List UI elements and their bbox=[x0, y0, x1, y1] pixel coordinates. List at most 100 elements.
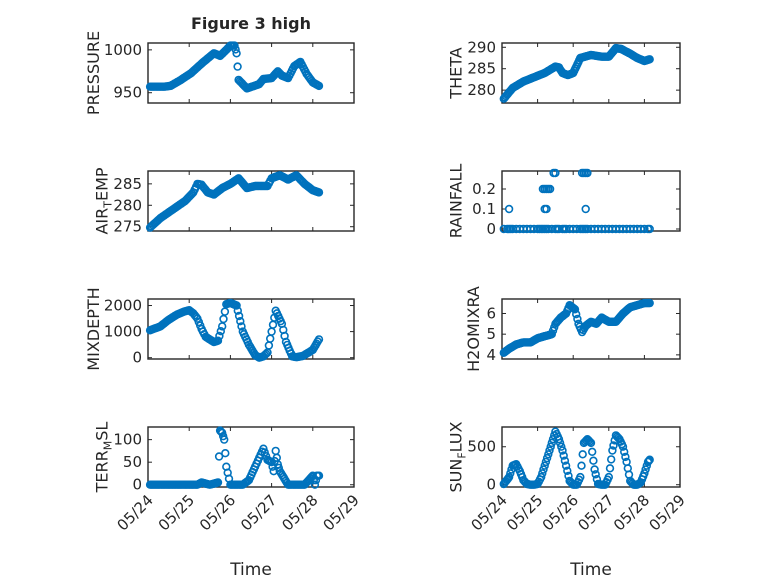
theta-ytick-label: 280 bbox=[467, 81, 496, 99]
sun-flux-data-point bbox=[641, 465, 650, 474]
mixdepth-data-point bbox=[218, 322, 227, 331]
sun-flux-xlabel: Time bbox=[569, 560, 612, 580]
rainfall-axes-frame bbox=[501, 170, 681, 232]
terr-msl-ylabel: TERRMSL bbox=[93, 422, 115, 494]
sun-flux-data-point bbox=[539, 465, 548, 474]
sun-flux-data-point bbox=[576, 472, 585, 482]
mixdepth-data-point bbox=[213, 336, 223, 345]
air-temp-ylabel-rest: EMP bbox=[93, 167, 112, 201]
sun-flux-data-point bbox=[577, 461, 586, 470]
terr-msl-ytick-label: 100 bbox=[113, 431, 142, 449]
mixdepth-data-point bbox=[215, 331, 224, 341]
terr-msl-ylabel-subscript: M bbox=[102, 441, 115, 451]
theta-ytick-label: 290 bbox=[467, 38, 496, 56]
h2omixra-data-point bbox=[571, 310, 581, 319]
sun-flux-data-point bbox=[640, 469, 649, 478]
sun-flux-ytick-label: 500 bbox=[467, 438, 496, 456]
sun-flux-data-point bbox=[587, 447, 597, 456]
sun-flux-data-point bbox=[605, 464, 615, 473]
air-temp-ytick-label: 280 bbox=[113, 196, 142, 214]
sun-flux-data-point bbox=[557, 442, 566, 451]
mixdepth-data-point bbox=[232, 301, 241, 310]
rainfall-ytick-label: 0.1 bbox=[472, 200, 496, 218]
h2omixra-axes-frame bbox=[501, 298, 681, 360]
sun-flux-data-point bbox=[542, 453, 552, 463]
mixdepth-ylabel: MIXDEPTH bbox=[84, 287, 103, 370]
rainfall-data-point bbox=[545, 184, 555, 194]
mixdepth-data-point bbox=[220, 307, 230, 316]
h2omixra-ytick-label: 5 bbox=[486, 325, 496, 343]
mixdepth-ytick-label: 0 bbox=[132, 349, 142, 367]
sun-flux-data-point bbox=[563, 466, 572, 475]
pressure-data-point bbox=[231, 45, 240, 54]
air-temp-data-point bbox=[314, 188, 324, 197]
subplot-rainfall: 0 0.1 0.2 RAINFALL bbox=[447, 164, 681, 238]
terr-msl-data-point bbox=[220, 435, 229, 444]
air-temp-ylabel: AIRTEMP bbox=[93, 167, 115, 234]
sun-flux-data-point bbox=[606, 455, 616, 464]
rainfall-data-point bbox=[640, 224, 649, 234]
rainfall-ytick-label: 0.2 bbox=[472, 180, 496, 198]
terr-msl-data-point bbox=[221, 449, 230, 458]
sun-flux-data-point bbox=[545, 446, 554, 455]
terr-msl-data-point bbox=[213, 478, 223, 487]
pressure-data-point bbox=[233, 62, 242, 71]
h2omixra-data-point bbox=[570, 305, 580, 314]
theta-data-point bbox=[645, 55, 654, 64]
pressure-data-point bbox=[230, 41, 239, 50]
sun-flux-data-point bbox=[619, 447, 629, 456]
pressure-data-point bbox=[314, 81, 324, 91]
figure-title: Figure 3 high bbox=[191, 14, 311, 33]
air-temp-ylabel-main: AIR bbox=[93, 208, 112, 235]
sun-flux-ylabel-rest: LUX bbox=[447, 421, 466, 452]
sun-flux-ylabel-subscript: F bbox=[456, 452, 469, 458]
sun-flux-ylabel: SUNFLUX bbox=[447, 421, 469, 492]
sun-flux-data-point bbox=[621, 452, 630, 462]
mixdepth-data-point bbox=[314, 335, 324, 344]
rainfall-data-point bbox=[504, 204, 514, 214]
sun-flux-data-point bbox=[538, 469, 547, 478]
sun-flux-data-point bbox=[536, 472, 546, 482]
sun-flux-data-point bbox=[555, 438, 565, 448]
sun-flux-data-point bbox=[504, 472, 514, 482]
sun-flux-data-point bbox=[560, 456, 570, 465]
h2omixra-ylabel: H2OMIXRA bbox=[464, 286, 483, 372]
sun-flux-data-point bbox=[590, 465, 599, 474]
air-temp-ytick-label: 275 bbox=[113, 218, 142, 236]
sun-flux-data-point bbox=[558, 446, 567, 455]
mixdepth-data-point bbox=[261, 349, 271, 358]
sun-flux-data-point bbox=[561, 461, 571, 470]
pressure-ytick-label: 950 bbox=[113, 84, 142, 102]
pressure-axes-frame bbox=[147, 42, 355, 104]
sun-flux-data-point bbox=[546, 442, 555, 451]
terr-msl-data-point bbox=[259, 444, 268, 453]
theta-ylabel: THETA bbox=[447, 47, 466, 99]
h2omixra-ytick-label: 6 bbox=[486, 304, 496, 322]
sun-flux-data-point bbox=[554, 435, 564, 444]
pressure-data-point bbox=[232, 49, 241, 58]
terr-msl-ylabel-rest: SL bbox=[93, 422, 112, 441]
rainfall-data-point bbox=[581, 204, 590, 214]
terr-msl-data-point bbox=[216, 427, 226, 436]
terr-msl-ytick-label: 50 bbox=[123, 453, 142, 471]
mixdepth-data-point bbox=[237, 322, 246, 331]
mixdepth-ytick-label: 1000 bbox=[104, 323, 142, 341]
terr-msl-data-point bbox=[314, 471, 324, 480]
sun-flux-ylabel-main: SUN bbox=[447, 459, 466, 493]
rainfall-data-point bbox=[583, 168, 592, 178]
h2omixra-data-point bbox=[645, 298, 654, 308]
terr-msl-data-point bbox=[260, 448, 269, 457]
mixdepth-data-point bbox=[233, 306, 243, 315]
mixdepth-data-point bbox=[216, 327, 226, 336]
air-temp-ytick-label: 285 bbox=[113, 175, 142, 193]
terr-msl-xlabel: Time bbox=[229, 560, 272, 580]
rainfall-data-point bbox=[551, 168, 560, 178]
sun-flux-data-point bbox=[585, 437, 594, 446]
pressure-ytick-label: 1000 bbox=[104, 41, 142, 59]
sun-flux-axes-frame bbox=[501, 426, 681, 488]
